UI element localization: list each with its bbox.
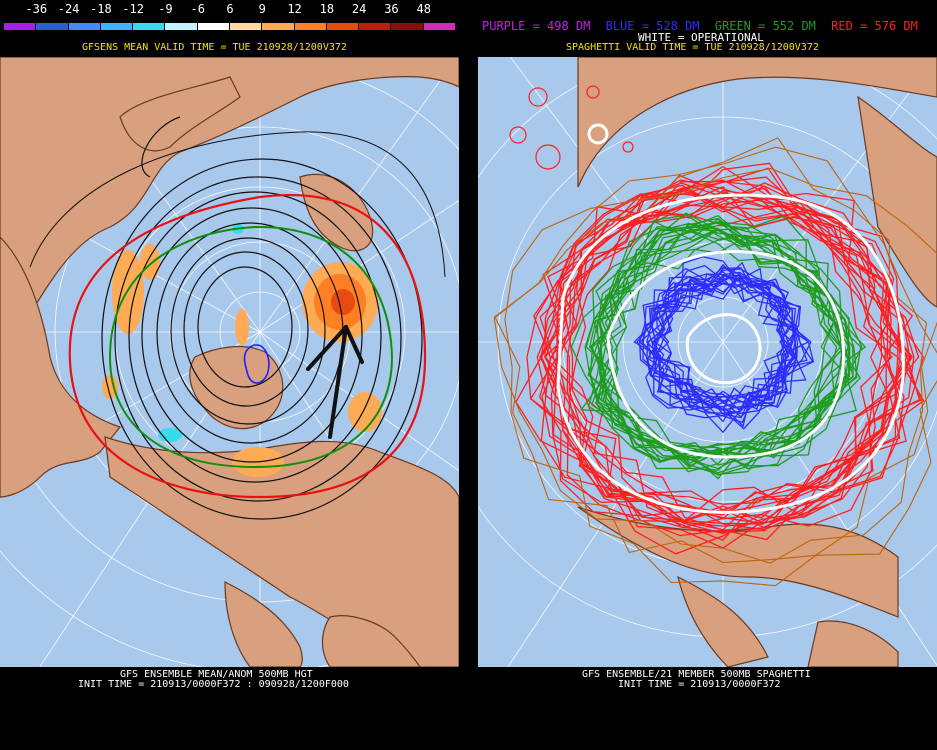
scale-label: -12	[122, 2, 144, 16]
positive-anomalies	[102, 244, 382, 477]
colorbar-swatch	[68, 23, 101, 30]
colorbar-swatch	[197, 23, 230, 30]
ensemble-mean-panel: -36 -24 -18 -12 -9 -6 6 9 12 18 24 36 48 GFSENS MEAN…	[0, 0, 459, 750]
member-contour	[589, 218, 847, 458]
contour-legend: PURPLE = 498 DM BLUE = 528 DM GREEN = 55…	[482, 19, 926, 33]
scale-label: -18	[90, 2, 112, 16]
annotation-arrow	[306, 325, 364, 439]
anomaly-colorbar	[4, 23, 456, 30]
colorbar-swatch	[229, 23, 263, 30]
scale-label: 18	[319, 2, 335, 16]
arctic-islands	[189, 346, 284, 430]
colorbar-swatch	[4, 23, 37, 30]
spaghetti-panel: PURPLE = 498 DM BLUE = 528 DM GREEN = 55…	[478, 0, 937, 750]
central-america	[677, 575, 769, 667]
land-masses	[0, 57, 459, 667]
member-contour	[533, 189, 905, 527]
operational-contours	[556, 123, 905, 514]
scale-label: 6	[226, 2, 234, 16]
colorbar-swatch	[133, 23, 166, 30]
member-contour	[589, 222, 857, 463]
member-contour	[526, 182, 893, 531]
member-contour	[493, 137, 927, 564]
scale-label: 36	[384, 2, 399, 16]
member-contour	[494, 146, 937, 563]
colorbar-swatch	[36, 23, 69, 30]
scale-label: -36	[25, 2, 48, 16]
member-contour	[586, 85, 600, 99]
member-contour	[538, 182, 925, 517]
scale-label: 12	[287, 2, 302, 16]
legend-purple: PURPLE = 498 DM	[482, 19, 591, 33]
member-contour	[651, 275, 802, 424]
member-contour	[653, 271, 810, 419]
right-valid-time-title: SPAGHETTI VALID TIME = TUE 210928/1200V3…	[566, 42, 819, 53]
left-valid-time-title: GFSENS MEAN VALID TIME = TUE 210928/1200…	[82, 42, 347, 53]
colorbar-swatch	[391, 23, 424, 30]
left-footer-init-time: INIT TIME = 210913/0000F372 : 090928/120…	[78, 679, 349, 690]
member-contour	[597, 223, 863, 467]
panel-divider	[459, 0, 478, 750]
scale-label: -24	[57, 2, 80, 16]
contour-576dm	[68, 194, 427, 499]
colorbar-swatch	[294, 23, 327, 30]
member-contour	[622, 141, 634, 153]
member-contour	[540, 176, 908, 523]
right-footer-product: GFS ENSEMBLE/21 MEMBER 500MB SPAGHETTI	[582, 669, 811, 680]
height-contours	[29, 116, 446, 520]
scale-label: -9	[158, 2, 173, 16]
south-america-north	[321, 615, 421, 667]
left-footer: GFS ENSEMBLE MEAN/ANOM 500MB HGT INIT TI…	[0, 667, 459, 750]
member-contour	[570, 215, 838, 470]
right-footer: GFS ENSEMBLE/21 MEMBER 500MB SPAGHETTI I…	[478, 667, 937, 750]
member-contour	[535, 144, 561, 170]
right-footer-init-time: INIT TIME = 210913/0000F372	[618, 679, 781, 690]
asia-north	[577, 57, 937, 188]
spaghetti-map	[478, 57, 937, 667]
member-contour	[598, 221, 862, 473]
legend-green: GREEN = 552 DM	[714, 19, 816, 33]
colorbar-swatch	[326, 23, 360, 30]
left-footer-product: GFS ENSEMBLE MEAN/ANOM 500MB HGT	[120, 669, 313, 680]
scale-label: 48	[416, 2, 431, 16]
colorbar-swatch	[423, 23, 456, 30]
south-america-north	[807, 620, 899, 667]
member-contour	[552, 198, 915, 533]
contour-552dm	[108, 225, 394, 469]
central-america	[224, 581, 303, 667]
colorbar-swatch	[262, 23, 295, 30]
europe-west	[0, 236, 122, 498]
scale-label: 24	[351, 2, 367, 16]
member-contour	[509, 126, 527, 144]
eurasia-north	[0, 57, 459, 358]
member-contour	[558, 184, 914, 525]
colorbar-swatch	[100, 23, 134, 30]
member-contour	[646, 266, 807, 408]
legend-blue: BLUE = 528 DM	[605, 19, 700, 33]
colorbar-swatch	[359, 23, 392, 30]
member-contour	[645, 263, 797, 409]
operational-label: WHITE = OPERATIONAL	[638, 31, 764, 44]
colorbar-swatch	[165, 23, 198, 30]
member-contour	[504, 167, 937, 587]
anomaly-scale-labels: -36 -24 -18 -12 -9 -6 6 9 12 18 24 36 48	[0, 2, 459, 16]
greenland	[299, 173, 374, 252]
member-contour	[587, 237, 843, 475]
scale-label: -6	[190, 2, 205, 16]
ensemble-mean-map	[0, 57, 459, 667]
member-contour	[652, 276, 808, 411]
legend-red: RED = 576 DM	[831, 19, 918, 33]
member-contour	[566, 179, 920, 529]
scale-label: 9	[258, 2, 266, 16]
member-contour	[528, 87, 548, 107]
member-contour	[636, 271, 799, 412]
contour-528dm	[243, 344, 270, 384]
